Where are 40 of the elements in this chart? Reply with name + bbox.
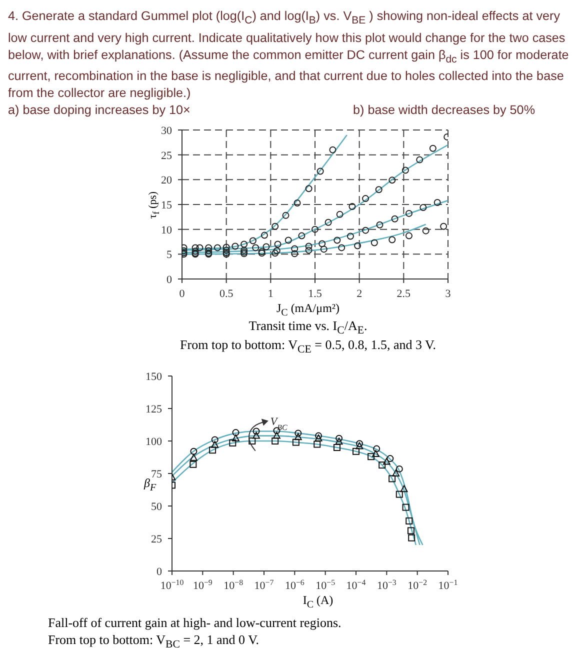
text: Fall-off of current gain at high- and low-current regions. (48, 614, 342, 631)
y-tick-label: 50 (151, 501, 162, 513)
x-axis-title: I$_{C}$ (A) (302, 593, 334, 610)
x-tick-label: 3 (445, 288, 452, 300)
x-tick-label: 10$^{−1}$ (438, 578, 458, 592)
x-tick-label: 10$^{−9}$ (192, 578, 212, 592)
text: b) base width decreases by 50% (353, 102, 536, 120)
text: 4. Generate a standard Gummel plot (log(I$_{C}$) and log(I$_{B}$) vs. V$_{BE}$ ) showing non-ideal effects at very low current and very high current. Indicate qualitatively how this plot would change for the two cases below, with brief explanations. (Assume the common emitter DC current gain β$_{dc}$ is 100 for moderate current, recombination in the base is negligible, and that current due to holes collected into the base from the collector are negligible.) (8, 9, 569, 100)
x-tick-label: 10$^{−6}$ (284, 578, 304, 592)
y-tick-label: 150 (146, 371, 162, 383)
annotation: V$_{BC}$ (270, 416, 288, 432)
y-tick-label: 0 (166, 274, 172, 286)
x-tick-label: 10$^{−8}$ (224, 578, 244, 592)
x-tick-label: 10$^{−3}$ (376, 578, 396, 592)
x-tick-label: 2 (356, 288, 362, 300)
y-tick-label: 25 (151, 534, 162, 546)
y-tick-label: 15 (161, 200, 172, 212)
x-tick-label: 0.5 (219, 288, 234, 300)
x-tick-label: 10$^{−2}$ (408, 578, 428, 592)
y-tick-label: 100 (146, 436, 162, 448)
text: Transit time vs. I$_{C}$/A$_{E}$. (248, 318, 368, 337)
x-tick-label: 10$^{−5}$ (316, 578, 336, 592)
x-tick-label: 10$^{−4}$ (346, 578, 366, 592)
text: From top to bottom: V$_{CE}$ = 0.5, 0.8, 1.5, and 3 V. (179, 336, 437, 356)
text: a) base doping increases by 10× (8, 102, 192, 120)
text: From top to bottom: V$_{BC}$ = 2, 1 and 0 V. (48, 631, 260, 651)
y-tick-label: 0 (156, 566, 162, 578)
x-tick-label: 10$^{−7}$ (254, 578, 274, 592)
x-tick-label: 2.5 (396, 288, 412, 300)
x-tick-label: 0 (179, 288, 186, 300)
y-tick-label: 5 (166, 249, 172, 262)
y-tick-label: 125 (146, 404, 162, 416)
y-tick-label: 30 (161, 125, 172, 137)
x-tick-label: 10$^{−10}$ (160, 578, 184, 592)
y-tick-label: 20 (161, 174, 172, 187)
y-tick-label: 10 (161, 224, 172, 236)
x-tick-label: 1 (268, 288, 274, 300)
x-axis-title: J$_{C}$ (mA/μm²) (275, 301, 341, 318)
y-tick-label: 25 (161, 150, 172, 162)
x-tick-label: 1.5 (308, 288, 322, 300)
